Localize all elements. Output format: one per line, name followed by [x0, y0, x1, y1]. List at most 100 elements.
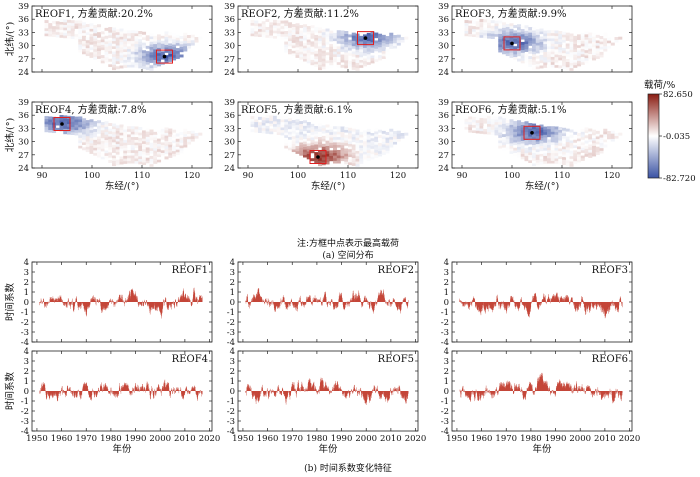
map-cell	[562, 127, 567, 131]
map-cell	[573, 56, 578, 60]
map-cell	[562, 156, 567, 160]
map-cell	[74, 121, 79, 125]
map-cell	[67, 33, 72, 36]
map-cell	[164, 60, 169, 64]
map-cell	[149, 150, 154, 154]
map-cell	[336, 134, 341, 138]
map-cell	[543, 152, 548, 156]
map-cell	[288, 46, 293, 49]
map-cell	[532, 157, 537, 161]
map-cell	[562, 143, 567, 147]
map-cell	[475, 34, 480, 38]
map-cell	[115, 58, 120, 62]
map-cell	[119, 129, 124, 133]
map-cell	[299, 142, 304, 146]
map-cell	[513, 40, 518, 44]
map-cell	[280, 121, 285, 125]
map-cell	[164, 47, 169, 51]
map-cell	[85, 125, 90, 129]
map-cell	[284, 127, 289, 130]
map-cell	[100, 60, 105, 64]
peak-point	[316, 155, 320, 159]
map-cell	[179, 142, 184, 146]
map-cell	[498, 25, 503, 29]
map-cell	[175, 149, 180, 153]
map-cell	[569, 57, 574, 61]
x-tick-label: 100	[290, 171, 306, 181]
map-cell	[280, 129, 285, 133]
map-cell	[321, 37, 326, 41]
map-cell	[348, 66, 353, 70]
map-cell	[254, 28, 259, 32]
map-cell	[276, 30, 281, 34]
map-cell	[603, 139, 608, 143]
map-cell	[82, 136, 87, 140]
map-cell	[310, 30, 315, 34]
map-cell	[532, 32, 537, 36]
map-cell	[366, 157, 371, 161]
map-cell	[355, 67, 360, 71]
map-cell	[505, 50, 510, 54]
map-cell	[509, 25, 514, 29]
map-cell	[104, 121, 109, 125]
map-cell	[89, 28, 94, 32]
map-cell	[487, 30, 492, 34]
map-cell	[325, 137, 330, 141]
map-cell	[520, 137, 525, 141]
map-cell	[532, 27, 537, 31]
map-cell	[554, 48, 559, 52]
map-cell	[295, 31, 300, 35]
map-cell	[336, 46, 341, 49]
map-cell	[160, 128, 165, 132]
map-cell	[127, 54, 132, 57]
map-cell	[396, 138, 401, 142]
map-cell	[479, 32, 484, 36]
map-cell	[385, 49, 390, 53]
map-cell	[547, 160, 552, 164]
map-cell	[543, 54, 548, 58]
map-cell	[134, 59, 139, 63]
map-cell	[569, 59, 574, 63]
map-cell	[584, 41, 589, 45]
map-cell	[396, 39, 401, 43]
map-cell	[284, 145, 289, 149]
map-cell	[554, 158, 559, 162]
map-cell	[123, 54, 128, 58]
map-cell	[164, 44, 169, 48]
map-cell	[487, 27, 492, 31]
map-cell	[381, 48, 386, 52]
map-cell	[179, 49, 184, 53]
map-cell	[336, 136, 341, 140]
map-cell	[558, 140, 563, 144]
map-cell	[299, 136, 304, 140]
map-cell	[325, 57, 330, 61]
map-cell	[378, 142, 383, 146]
map-cell	[299, 30, 304, 34]
map-cell	[595, 53, 600, 57]
map-cell	[539, 28, 544, 32]
map-cell	[130, 134, 135, 138]
map-cell	[532, 67, 537, 71]
map-cell	[573, 155, 578, 159]
map-cell	[310, 139, 315, 143]
map-cell	[333, 40, 338, 44]
map-cell	[164, 31, 169, 35]
map-cell	[254, 129, 259, 133]
map-cell	[306, 137, 311, 141]
map-cell	[303, 133, 308, 137]
map-cell	[528, 61, 533, 65]
map-cell	[104, 46, 109, 50]
map-cell	[374, 58, 379, 62]
map-cell	[584, 148, 589, 152]
map-cell	[153, 43, 158, 47]
map-cell	[479, 120, 484, 124]
map-cell	[130, 48, 135, 52]
map-cell	[194, 135, 199, 139]
map-cell	[464, 121, 469, 125]
map-cell	[336, 160, 341, 164]
map-cell	[584, 57, 589, 61]
map-cell	[592, 145, 597, 149]
map-cell	[172, 137, 177, 141]
map-cells	[250, 19, 409, 71]
